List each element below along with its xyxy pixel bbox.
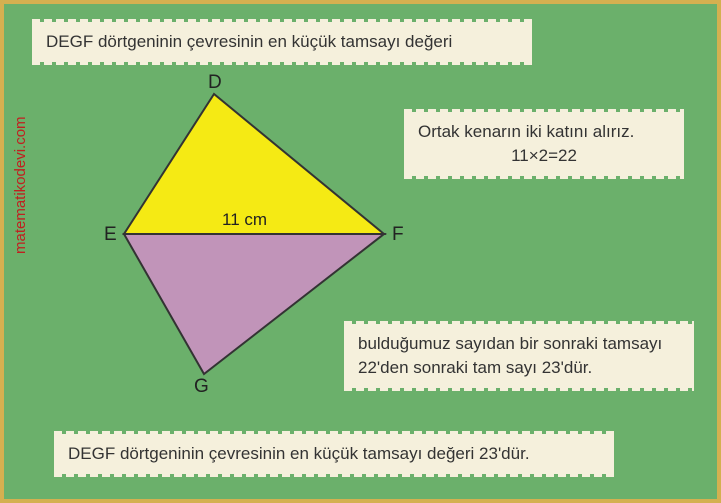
conclusion-note: DEGF dörtgeninin çevresinin en küçük tam… xyxy=(54,434,614,474)
vertex-d: D xyxy=(208,72,222,94)
step1-line1: Ortak kenarın iki katını alırız. xyxy=(418,120,670,144)
title-text: DEGF dörtgeninin çevresinin en küçük tam… xyxy=(46,32,452,51)
step2-line2: 22'den sonraki tam sayı 23'dür. xyxy=(358,356,680,380)
step2-note: bulduğumuz sayıdan bir sonraki tamsayı 2… xyxy=(344,324,694,388)
vertex-e: E xyxy=(104,224,117,246)
title-note: DEGF dörtgeninin çevresinin en küçük tam… xyxy=(32,22,532,62)
vertex-f: F xyxy=(392,224,404,246)
step1-note: Ortak kenarın iki katını alırız. 11×2=22 xyxy=(404,112,684,176)
vertex-g: G xyxy=(194,376,209,398)
step2-line1: bulduğumuz sayıdan bir sonraki tamsayı xyxy=(358,332,680,356)
step1-line2: 11×2=22 xyxy=(418,144,670,168)
watermark: matematikodevi.com xyxy=(12,116,29,254)
conclusion-text: DEGF dörtgeninin çevresinin en küçük tam… xyxy=(68,444,530,463)
edge-ef-label: 11 cm xyxy=(222,210,267,230)
